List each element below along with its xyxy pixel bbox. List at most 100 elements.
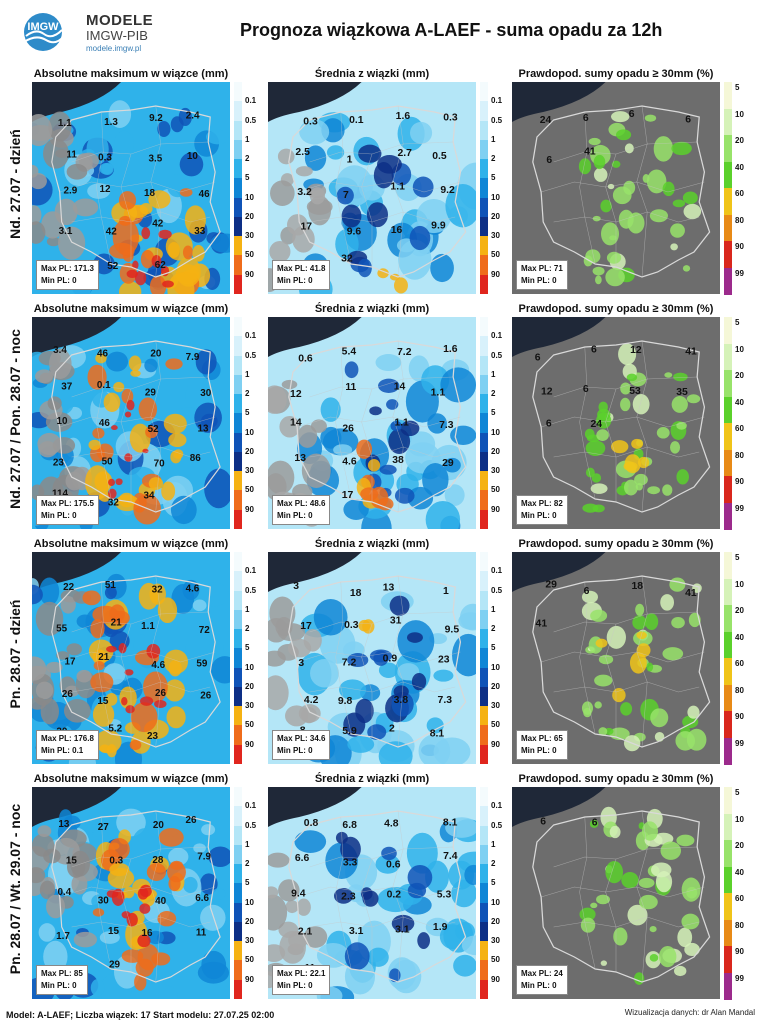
forecast-map[interactable]: 0.3 0.1 1.6 0.3 2.5 1 2.7 0.5 3.2 7 1.1 9.2 17 9.6 16 9… [268,82,476,294]
precip-area [378,662,399,678]
country-border [288,575,467,748]
panel-title: Średnia z wiązki (mm) [314,538,430,550]
region-border [392,105,404,278]
precip-area [94,471,113,492]
map-value-label: 46 [199,189,210,200]
mean-panel: Średnia z wiązki (mm) 0.6 5.4 7.2 1.6 12 11 14 1… [268,299,510,530]
colorbar-swatch [234,336,242,357]
max-pl-label: Max PL: [521,734,552,743]
region-border [553,211,700,223]
colorbar-label: 2 [491,859,496,869]
map-value-label: 3 [293,581,299,592]
colorbar-swatch [480,355,488,376]
forecast-map[interactable]: 0.8 6.8 4.8 8.1 6.6 3.3 0.6 7.4 9.4 2.3 0.2 5.3 2.1 3… [268,787,476,999]
region-border [361,388,373,502]
map-value-label: 5.9 [342,726,357,737]
colorbar-label: 10 [245,192,254,202]
precip-area [367,724,387,740]
forecast-map[interactable]: 318131170.3319.537.20.9234.29.83.87.385.… [268,552,476,764]
map-value-label: 7.9 [186,352,200,363]
row-period-label: Nd. 27.07 / Pon. 28.07 - noc [0,309,30,529]
region-border [605,388,617,502]
precip-area [646,169,667,194]
colorbar: 0.1 0.5 1 2 5 10 20 30 50 90 [234,787,274,1000]
map-value-label: 37 [61,381,72,392]
map-value-label: 32 [341,254,353,265]
colorbar-swatch [480,139,488,160]
precip-area [106,645,117,653]
precip-area [212,888,226,900]
precip-area [620,702,633,716]
map-value-label: 9.9 [431,221,446,232]
row-period-label: Nd. 27.07 - dzień [0,74,30,294]
colorbar-swatch [234,883,242,904]
forecast-map[interactable]: 2251324.655211.17217214.65926152626205.2… [32,552,230,764]
precip-area [168,432,187,448]
precip-area [73,931,98,948]
precip-area [618,343,637,366]
precip-area [124,411,132,418]
precip-area [609,235,617,241]
colorbar-label: 10 [491,192,500,202]
precip-area [157,597,178,624]
colorbar-swatch [480,490,488,511]
forecast-map[interactable]: 29 6 18 41 41 Max PL: 65 Min PL: 0 [512,552,720,764]
colorbar-label: 30 [245,701,254,711]
precip-area [631,438,644,449]
forecast-map[interactable]: 0.6 5.4 7.2 1.6 12 11 14 1.1 14 26 1.1 7.3 13 4.6 38 29… [268,317,476,529]
map-value-label: 59 [196,658,207,669]
panel-title: Absolutne maksimum w wiązce (mm) [33,68,229,80]
precip-area [620,397,631,412]
precip-area [130,369,141,377]
precip-area [38,923,56,942]
precip-area [277,148,295,165]
map-value-label: 6 [583,113,589,124]
map-value-label: 1.1 [390,182,405,193]
precip-area [165,358,183,370]
precip-area [662,484,673,496]
precip-area [406,431,436,457]
logo-url[interactable]: modele.imgw.pl [86,44,142,53]
panel-title: Średnia z wiązki (mm) [314,68,430,80]
colorbar-swatch [234,590,242,611]
precip-area [137,934,151,948]
precip-area [310,658,339,688]
forecast-map[interactable]: 6 6 12 41 12 6 53 35 6 24 Max PL: 82 Min PL: 0 [512,317,720,529]
map-value-label: 46 [97,349,108,360]
precip-area [674,965,687,977]
forecast-map[interactable]: 13272026150.3287.90.430406.61.71516117.6… [32,787,230,999]
precip-area [137,943,160,971]
map-value-label: 18 [144,188,155,199]
map-value-label: 3 [298,658,304,669]
stats-box: Max PL: 24 Min PL: 0 [516,965,568,995]
colorbar-swatch [724,605,732,632]
max-pl-value: 175.5 [73,499,94,508]
colorbar-label: 0.1 [491,801,503,811]
colorbar-label: 20 [245,916,254,926]
forecast-map[interactable]: 3.4 46 20 7.9 37 0.1 29 30 10 46 52 13 23 50 70 86 114 32… [32,317,230,529]
min-pl-label: Min PL: [41,981,70,990]
precip-area [605,860,624,884]
precip-area [279,415,300,438]
forecast-map[interactable]: 6 6 Max PL: 24 Min PL: 0 [512,787,720,999]
colorbar-label: 50 [491,485,500,495]
colorbar-swatch [724,631,732,659]
colorbar-label: 1 [245,369,250,379]
colorbar-swatch [480,101,488,122]
forecast-map[interactable]: 1.1 1.3 9.2 2.4 11 0.3 3.5 10 2.9 12 18 46 3.1 42 42 33… [32,82,230,294]
colorbar-label: 0.5 [491,350,503,360]
region-border [361,623,373,737]
precip-area [269,596,296,630]
precip-area [170,116,184,133]
map-value-label: 3.1 [349,926,364,937]
precip-area [146,643,161,659]
precip-area [95,353,107,364]
precip-area [48,111,72,142]
region-border [120,153,132,267]
max-pl-value: 82 [553,499,563,508]
region-border [579,816,596,970]
forecast-map[interactable]: 24 6 6 6 6 41 Max PL: 71 Min PL: 0 [512,82,720,294]
colorbar: 0.1 0.5 1 2 5 10 20 30 50 90 [480,82,520,295]
precip-area [106,351,129,372]
sea-area [268,82,362,122]
